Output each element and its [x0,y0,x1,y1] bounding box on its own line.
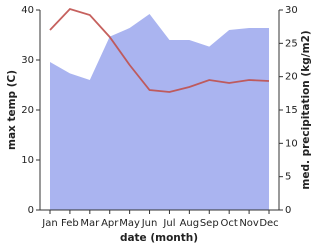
x-tick-label: Feb [61,218,79,229]
x-tick-label: May [119,218,140,229]
y-tick-label: 40 [21,5,34,16]
x-tick-label: Oct [221,218,238,229]
x-tick-label: Mar [80,218,100,229]
x-tick-label: Jul [162,218,175,229]
y2-tick-label: 15 [285,105,298,116]
y-tick-label: 30 [21,55,34,66]
y-tick-label: 20 [21,105,34,116]
x-tick-label: Sep [200,218,219,229]
y2-tick-label: 20 [285,72,298,83]
x-tick-label: Apr [101,218,119,229]
x-tick-label: Jun [141,218,158,229]
y2-tick-label: 30 [285,5,298,16]
y2-tick-label: 0 [285,205,291,216]
x-tick-label: Aug [180,218,200,229]
y-tick-label: 10 [21,155,34,166]
x-tick-label: Jan [41,218,57,229]
y-tick-label: 0 [28,205,34,216]
x-axis-label: date (month) [120,232,198,244]
x-tick-label: Nov [239,218,259,229]
temp-line [49,7,270,93]
y2-tick-label: 5 [285,172,291,183]
precipitation-area [50,14,269,210]
y-axis-label: max temp (C) [6,70,18,150]
y2-axis-label: med. precipitation (kg/m2) [300,30,312,189]
y2-tick-label: 10 [285,138,298,149]
x-tick-label: Dec [259,218,278,229]
y2-tick-label: 25 [285,38,298,49]
